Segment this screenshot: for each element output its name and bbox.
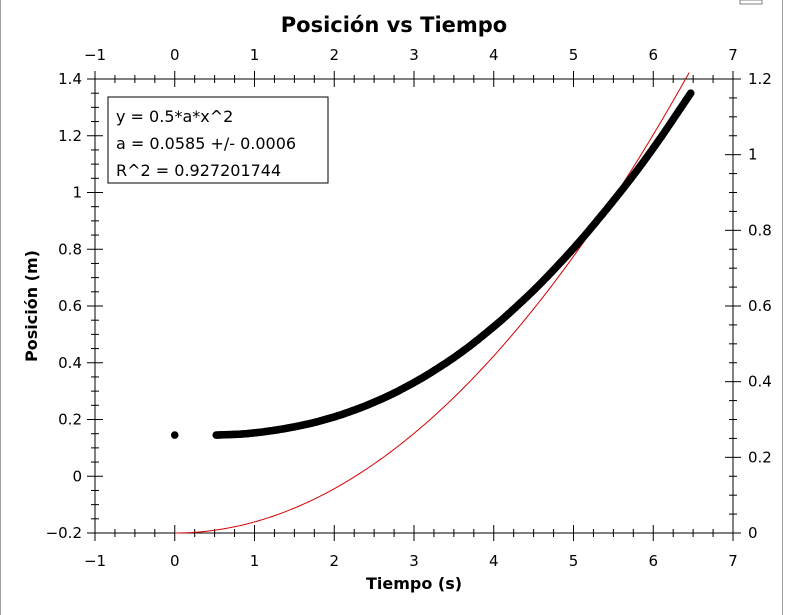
data-point [686, 89, 695, 97]
y2-tick-label: 0.6 [748, 297, 772, 315]
x-tick-label: 2 [329, 552, 339, 570]
x-top-tick-label: 5 [569, 46, 579, 64]
x-tick-label: 6 [648, 552, 658, 570]
x-top-tick-label: 7 [728, 46, 738, 64]
x-top-tick-label: 2 [329, 46, 339, 64]
x-tick-label: 0 [170, 552, 180, 570]
data-point [170, 431, 179, 439]
y2-tick-label: 0.4 [748, 373, 772, 391]
x-tick-label: 5 [569, 552, 579, 570]
y-tick-label: 1.2 [58, 127, 82, 145]
y-tick-label: 0.8 [58, 240, 82, 258]
fit-r-squared: R^2 = 0.927201744 [116, 161, 281, 180]
x-axis-label: Tiempo (s) [366, 574, 462, 593]
x-tick-label: 4 [489, 552, 499, 570]
chart-title: Posición vs Tiempo [281, 13, 507, 37]
x-top-tick-label: 0 [170, 46, 180, 64]
x-top-tick-label: 6 [648, 46, 658, 64]
y-tick-label: 0 [72, 467, 82, 485]
x-tick-label: 1 [250, 552, 260, 570]
y-tick-label: 1.4 [58, 70, 82, 88]
window-control-fragment [739, 0, 763, 5]
x-tick-label: 7 [728, 552, 738, 570]
data-points [170, 89, 695, 439]
y2-tick-label: 0 [748, 524, 758, 542]
y-tick-label: 0.6 [58, 297, 82, 315]
x-top-tick-label: 4 [489, 46, 499, 64]
axis-ticks [87, 71, 741, 541]
x-tick-label: 3 [409, 552, 419, 570]
y2-tick-label: 1.2 [748, 70, 772, 88]
fit-legend-border [107, 96, 329, 184]
y-tick-label: 0.2 [58, 411, 82, 429]
y2-tick-label: 0.2 [748, 448, 772, 466]
x-top-tick-label: 1 [250, 46, 260, 64]
tick-labels: −1 −1 0 0 1 1 2 2 3 3 4 4 5 5 6 6 7 7 −0.2 0 0.2 0.4 0.6 0.8 1 1.… [46, 46, 772, 570]
y2-tick-label: 0.8 [748, 221, 772, 239]
x-top-tick-label: −1 [84, 46, 106, 64]
y-axis-label: Posición (m) [22, 250, 41, 362]
y2-tick-label: 1 [748, 146, 758, 164]
fit-legend-box: y = 0.5*a*x^2 a = 0.0585 +/- 0.0006 R^2 … [107, 96, 329, 184]
y-tick-label: 0.4 [58, 354, 82, 372]
fit-parameter-a: a = 0.0585 +/- 0.0006 [116, 134, 296, 153]
y-tick-label: −0.2 [46, 524, 82, 542]
x-top-tick-label: 3 [409, 46, 419, 64]
x-tick-label: −1 [84, 552, 106, 570]
fit-equation: y = 0.5*a*x^2 [116, 107, 233, 126]
y-tick-label: 1 [72, 184, 82, 202]
